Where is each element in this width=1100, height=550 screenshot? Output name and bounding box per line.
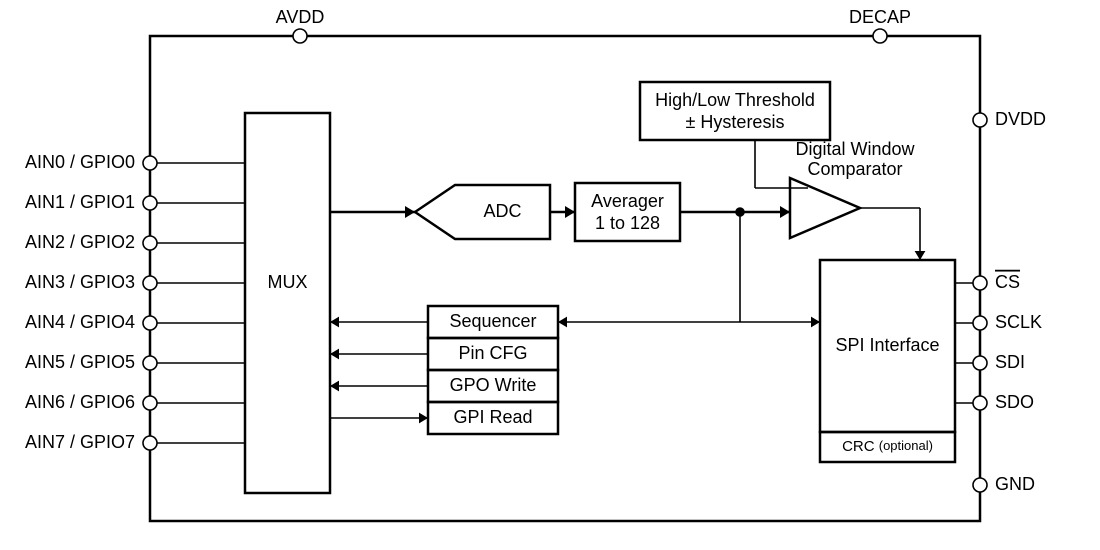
mux-label: MUX <box>268 272 308 292</box>
pin-circle <box>143 196 157 210</box>
pin-label: AIN4 / GPIO4 <box>25 312 135 332</box>
pin-circle <box>143 396 157 410</box>
pin-label: AIN2 / GPIO2 <box>25 232 135 252</box>
pin-circle <box>973 356 987 370</box>
crc-label: CRC (optional) <box>842 438 933 455</box>
comparator-block <box>790 178 860 238</box>
cfg-label: Sequencer <box>449 311 536 331</box>
pin-label: AVDD <box>276 7 325 27</box>
pin-circle <box>973 113 987 127</box>
pin-label: AIN1 / GPIO1 <box>25 192 135 212</box>
averager-label-2: 1 to 128 <box>595 213 660 233</box>
spi-label: SPI Interface <box>835 335 939 355</box>
pin-label: DECAP <box>849 7 911 27</box>
pin-circle <box>973 396 987 410</box>
pin-label: AIN7 / GPIO7 <box>25 432 135 452</box>
pin-circle <box>973 316 987 330</box>
pin-label: SDO <box>995 392 1034 412</box>
pin-label: CS <box>995 272 1020 292</box>
block-diagram: AVDD DECAP AIN0 / GPIO0 AIN1 / GPIO1 AIN2 / … <box>0 0 1100 545</box>
comparator-label-1: Digital Window <box>795 139 915 159</box>
pin-label: AIN6 / GPIO6 <box>25 392 135 412</box>
adc-label: ADC <box>483 201 521 221</box>
pin-label: GND <box>995 474 1035 494</box>
pin-label: DVDD <box>995 109 1046 129</box>
pin-circle <box>143 276 157 290</box>
pin-label: AIN0 / GPIO0 <box>25 152 135 172</box>
pin-circle <box>143 156 157 170</box>
pin-circle <box>143 236 157 250</box>
pin-circle <box>973 478 987 492</box>
comparator-label-2: Comparator <box>807 159 902 179</box>
pin-label: SCLK <box>995 312 1042 332</box>
pin-circle <box>143 356 157 370</box>
threshold-label-1: High/Low Threshold <box>655 90 815 110</box>
averager-label-1: Averager <box>591 191 664 211</box>
pin-circle <box>873 29 887 43</box>
pin-circle <box>143 436 157 450</box>
cfg-label: Pin CFG <box>458 343 527 363</box>
pin-label: AIN5 / GPIO5 <box>25 352 135 372</box>
mux-block <box>245 113 330 493</box>
pin-label: SDI <box>995 352 1025 372</box>
pin-label: AIN3 / GPIO3 <box>25 272 135 292</box>
threshold-label-2: ± Hysteresis <box>686 112 785 132</box>
pin-circle <box>973 276 987 290</box>
pin-circle <box>143 316 157 330</box>
cfg-label: GPO Write <box>450 375 537 395</box>
pin-circle <box>293 29 307 43</box>
cfg-label: GPI Read <box>453 407 532 427</box>
